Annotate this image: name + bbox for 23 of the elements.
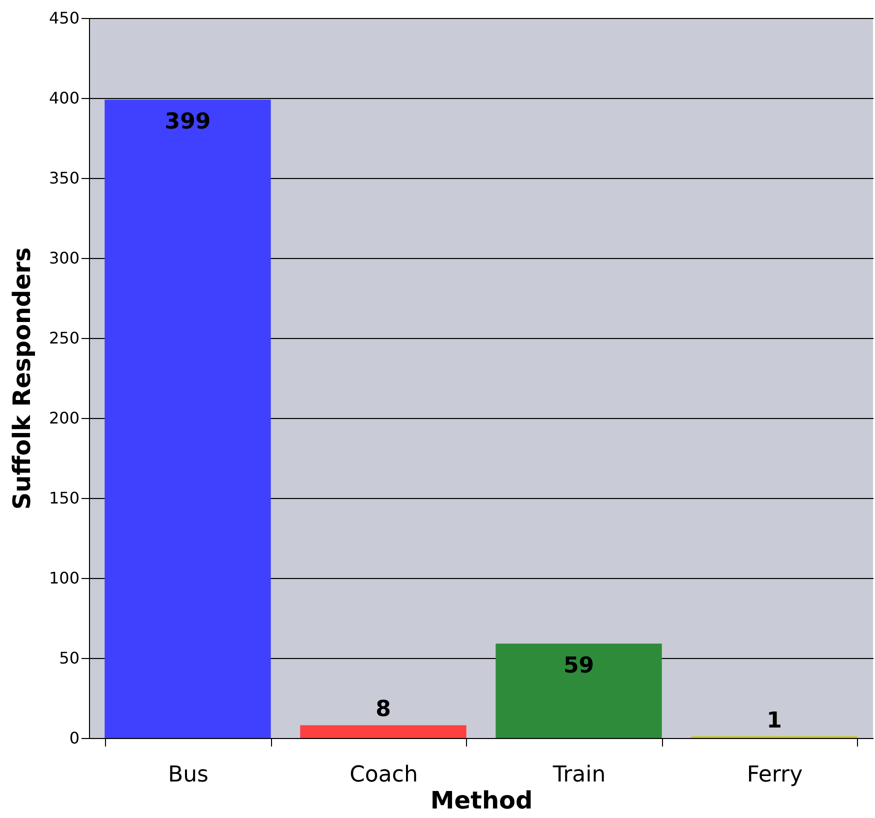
x-tick-label: Coach xyxy=(350,762,418,788)
x-tick-label: Train xyxy=(552,762,606,788)
y-tick-label: 450 xyxy=(48,8,80,28)
y-tick-label: 200 xyxy=(48,408,80,428)
bar xyxy=(496,644,662,738)
x-axis-title: Method xyxy=(430,786,533,814)
y-tick-label: 50 xyxy=(59,648,80,668)
x-tick-label: Bus xyxy=(168,762,208,788)
bar xyxy=(104,100,271,738)
data-label: 8 xyxy=(376,697,391,722)
data-label: 1 xyxy=(766,708,782,734)
y-axis-title: Suffolk Responders xyxy=(8,247,36,510)
data-label: 59 xyxy=(563,654,594,679)
bar xyxy=(300,725,466,738)
data-label: 399 xyxy=(164,110,211,135)
y-tick-label: 100 xyxy=(48,568,80,588)
y-tick-label: 400 xyxy=(48,88,80,108)
y-tick-label: 300 xyxy=(48,248,80,268)
x-tick-label: Ferry xyxy=(746,762,803,788)
y-tick-label: 350 xyxy=(48,168,80,188)
y-tick-label: 0 xyxy=(69,728,80,748)
y-tick-label: 250 xyxy=(48,328,80,348)
y-tick-label: 150 xyxy=(48,488,80,508)
